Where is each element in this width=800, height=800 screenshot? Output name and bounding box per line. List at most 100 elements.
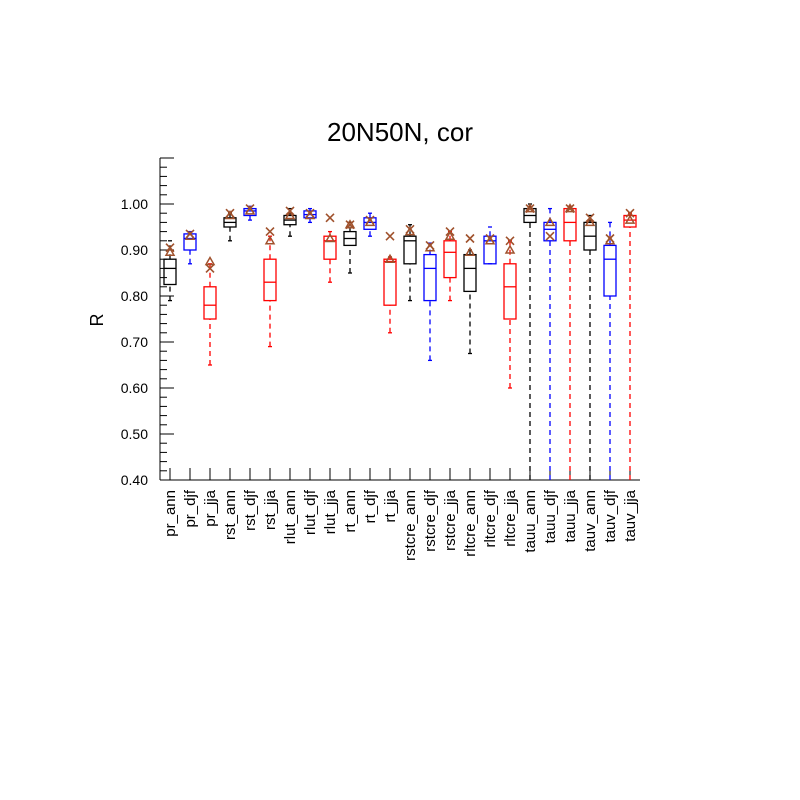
box-rltcre_jja [503, 236, 517, 389]
y-tick-label: 1.00 [121, 196, 148, 212]
box-pr_djf [183, 229, 197, 265]
x-tick-label: pr_djf [182, 489, 199, 527]
x-marker [185, 229, 195, 239]
x-tick-label: tauu_jja [562, 489, 579, 542]
y-tick-label: 0.90 [121, 242, 148, 258]
iqr-box [543, 221, 557, 242]
x-tick-label: rst_djf [242, 489, 259, 531]
x-tick-label: pr_jja [202, 489, 219, 526]
x-marker [225, 208, 235, 218]
box-rst_ann [223, 208, 237, 242]
x-tick-label: tauu_ann [522, 490, 539, 553]
x-marker [405, 224, 415, 234]
box-rt_djf [363, 212, 377, 237]
x-marker [545, 231, 555, 241]
box-rt_jja [383, 231, 397, 334]
box-rst_jja [263, 227, 277, 348]
box-tauu_ann [523, 203, 537, 480]
x-tick-label: rt_djf [362, 489, 379, 523]
iqr-box [443, 240, 457, 279]
x-tick-label: tauv_djf [602, 489, 619, 542]
x-marker [345, 220, 355, 230]
box-tauu_jja [563, 203, 577, 480]
x-tick-label: tauv_ann [582, 490, 599, 552]
box-rlut_ann [283, 206, 297, 237]
x-marker [605, 233, 615, 244]
box-rstcre_djf [423, 240, 437, 362]
x-marker [325, 213, 335, 223]
triangle-marker [284, 209, 296, 220]
iqr-box [423, 253, 437, 302]
x-marker [465, 233, 475, 244]
x-tick-label: rltcre_djf [482, 489, 499, 547]
box-tauv_jja [623, 208, 637, 480]
box-rst_djf [243, 204, 257, 221]
x-tick-label: rlut_jja [322, 489, 339, 534]
x-marker [365, 215, 375, 225]
triangle-marker [344, 219, 356, 229]
triangle-marker [524, 203, 536, 213]
box-rltcre_djf [483, 226, 497, 265]
x-marker [265, 227, 275, 237]
x-marker [525, 204, 535, 214]
iqr-box [563, 207, 577, 242]
triangle-marker [564, 203, 576, 213]
x-marker [425, 240, 435, 250]
x-tick-label: pr_ann [162, 490, 179, 537]
triangle-marker [504, 244, 516, 254]
x-marker [245, 204, 255, 214]
triangle-marker [544, 216, 556, 227]
iqr-box [323, 235, 337, 260]
box-pr_ann [163, 240, 177, 302]
triangle-marker [624, 214, 636, 224]
iqr-box [603, 244, 617, 297]
triangle-marker [264, 235, 276, 245]
triangle-marker [444, 230, 456, 240]
x-tick-label: rlut_ann [282, 490, 299, 544]
x-tick-label: rt_jja [382, 489, 399, 522]
x-marker [565, 204, 575, 214]
x-tick-label: tauu_djf [542, 489, 559, 543]
iqr-box [463, 253, 477, 293]
y-axis-label: R [87, 314, 107, 327]
triangle-marker [584, 216, 596, 227]
box-rltcre_ann [463, 233, 477, 355]
x-tick-label: rlut_djf [302, 489, 319, 535]
iqr-box [503, 263, 517, 320]
x-tick-label: tauv_jja [622, 489, 639, 541]
x-marker [305, 208, 315, 218]
box-tauv_ann [583, 213, 597, 480]
triangle-marker [324, 232, 336, 243]
iqr-box [403, 235, 417, 265]
box-rstcre_ann [403, 224, 417, 302]
x-marker [505, 236, 515, 246]
triangle-marker [384, 253, 396, 263]
x-tick-label: rt_ann [342, 490, 359, 533]
iqr-box [383, 258, 397, 306]
x-marker [205, 263, 215, 273]
x-tick-label: rltcre_ann [462, 490, 479, 557]
triangle-marker [164, 246, 176, 257]
iqr-box [163, 258, 177, 286]
x-marker [445, 227, 455, 237]
iqr-box [263, 258, 277, 302]
axes: 0.40 0.50 0.60 0.70 0.80 0.90 1.00 pr_ann pr_djf… [121, 157, 640, 561]
box-marks [163, 203, 637, 480]
box-pr_jja [203, 255, 217, 366]
x-tick-label: rst_jja [262, 489, 279, 530]
chart-title: 20N50N, cor [327, 117, 473, 147]
triangle-marker [464, 246, 476, 257]
x-tick-label: rltcre_jja [502, 489, 519, 546]
x-marker [285, 206, 295, 216]
box-tauv_djf [603, 221, 617, 480]
x-tick-label: rst_ann [222, 490, 239, 540]
iqr-box [203, 286, 217, 320]
x-marker [625, 208, 635, 218]
y-tick-label: 0.60 [121, 380, 148, 396]
x-tick-label: rstcre_ann [402, 490, 419, 561]
x-marker [165, 243, 175, 253]
box-tauu_djf [543, 207, 557, 480]
x-tick-label: rstcre_jja [442, 489, 459, 551]
box-rstcre_jja [443, 227, 457, 302]
x-tick-label: rstcre_djf [422, 489, 439, 552]
